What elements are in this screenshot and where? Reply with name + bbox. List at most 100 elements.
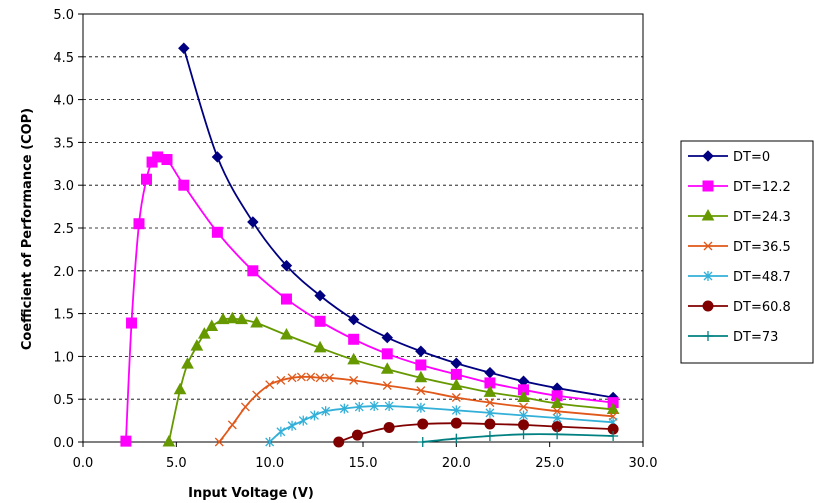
- data-point: [276, 426, 286, 437]
- data-point: [216, 312, 230, 325]
- data-point: [287, 420, 297, 431]
- data-point: [380, 362, 394, 374]
- data-point: [178, 42, 190, 54]
- data-point: [483, 385, 497, 397]
- data-point: [265, 380, 275, 390]
- data-point: [133, 218, 145, 230]
- data-point: [703, 241, 713, 251]
- data-point: [451, 393, 461, 402]
- series-dt-73: [417, 429, 619, 447]
- data-point: [416, 386, 426, 396]
- legend-label: DT=48.7: [733, 270, 791, 285]
- series-line: [269, 404, 614, 443]
- data-point: [298, 415, 308, 426]
- x-tick-label: 10.0: [255, 456, 284, 471]
- data-point: [211, 226, 223, 238]
- data-point: [381, 348, 393, 360]
- data-point: [162, 434, 176, 447]
- data-point: [178, 179, 190, 191]
- x-tick-label: 0.0: [73, 456, 94, 471]
- data-point: [552, 406, 562, 416]
- data-point: [383, 421, 395, 433]
- legend-item: DT=0: [688, 150, 770, 165]
- data-point: [416, 402, 426, 413]
- legend-box: [680, 140, 814, 364]
- data-point: [324, 373, 334, 383]
- x-tick-label: 25.0: [535, 456, 564, 471]
- series-dt-36-5: [214, 372, 618, 447]
- data-point: [417, 418, 429, 430]
- data-point: [449, 378, 463, 391]
- data-point: [349, 375, 359, 385]
- series-line: [338, 422, 614, 443]
- data-point: [519, 402, 528, 412]
- data-point: [450, 368, 462, 380]
- data-point: [415, 359, 427, 371]
- data-point: [348, 333, 360, 345]
- y-tick-label: 1.0: [53, 350, 74, 365]
- data-point: [485, 407, 495, 418]
- data-point: [484, 431, 495, 442]
- data-point: [252, 390, 262, 400]
- data-point: [265, 437, 275, 447]
- y-tick-label: 2.5: [53, 222, 74, 237]
- data-point: [703, 331, 713, 341]
- data-point: [214, 437, 224, 447]
- data-point: [276, 375, 286, 385]
- data-point: [247, 216, 259, 228]
- legend-item: DT=73: [688, 330, 778, 345]
- data-point: [354, 401, 364, 412]
- data-point: [173, 382, 187, 395]
- x-tick-label: 20.0: [442, 456, 471, 471]
- y-axis-title: Coefficient of Performance (COP): [20, 108, 35, 350]
- data-point: [451, 405, 461, 416]
- data-point: [211, 151, 224, 163]
- data-point: [321, 406, 331, 417]
- data-point: [381, 331, 393, 344]
- y-tick-label: 0.5: [53, 393, 74, 408]
- data-point: [550, 396, 564, 408]
- data-point: [369, 401, 379, 412]
- data-point: [339, 403, 349, 414]
- data-point: [415, 345, 427, 357]
- data-point: [205, 319, 219, 331]
- data-point: [250, 315, 263, 328]
- data-point: [287, 373, 297, 383]
- data-point: [518, 419, 530, 431]
- data-point: [518, 429, 529, 440]
- y-tick-label: 1.5: [53, 308, 74, 323]
- legend-label: DT=24.3: [733, 210, 791, 225]
- data-point: [140, 173, 152, 185]
- data-point: [703, 271, 713, 281]
- data-point: [517, 390, 530, 402]
- legend-label: DT=73: [733, 330, 778, 345]
- series-dt-48-7: [265, 401, 618, 447]
- data-point: [450, 357, 463, 369]
- data-point: [310, 410, 319, 421]
- data-point: [333, 436, 345, 448]
- data-point: [608, 431, 619, 442]
- legend-label: DT=36.5: [733, 240, 791, 255]
- x-tick-label: 15.0: [349, 456, 378, 471]
- y-tick-label: 4.0: [53, 94, 74, 109]
- data-point: [280, 293, 292, 305]
- data-point: [451, 433, 462, 444]
- legend-label: DT=0: [733, 150, 770, 165]
- data-point: [120, 435, 132, 447]
- data-point: [552, 429, 563, 440]
- data-point: [240, 402, 250, 412]
- series-line: [422, 433, 614, 443]
- x-tick-label: 5.0: [166, 456, 187, 471]
- x-axis-title: Input Voltage (V): [188, 486, 314, 501]
- data-point: [347, 352, 361, 365]
- data-point: [181, 357, 194, 369]
- legend-label: DT=60.8: [733, 300, 791, 315]
- data-point: [306, 372, 316, 382]
- data-point: [235, 312, 249, 325]
- data-point: [702, 150, 714, 162]
- data-point: [701, 208, 715, 221]
- y-tick-label: 3.5: [53, 136, 74, 151]
- data-point: [702, 180, 714, 192]
- data-point: [606, 402, 620, 414]
